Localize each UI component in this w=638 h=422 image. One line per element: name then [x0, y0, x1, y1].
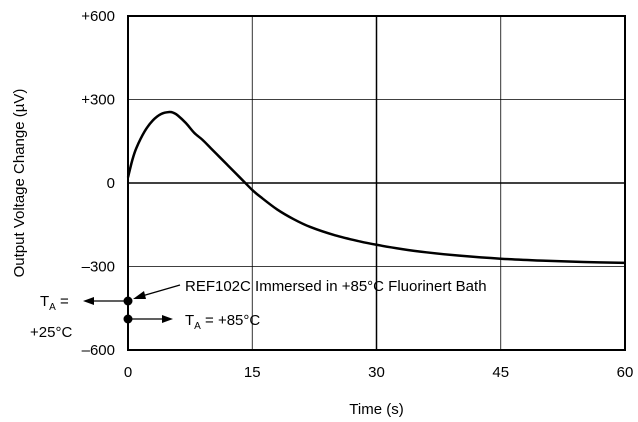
end-temp-subscript: A	[194, 321, 201, 332]
x-tick-label: 45	[492, 364, 509, 381]
y-tick-label: +600	[81, 8, 115, 25]
annotations: REF102C Immersed in +85°C Fluorinert Bat…	[30, 278, 487, 341]
start-temp-arrow-head	[83, 297, 94, 305]
y-tick-label: –600	[82, 342, 115, 359]
start-temp-equals: =	[56, 293, 69, 310]
y-tick-label: +300	[81, 92, 115, 109]
tick-labels: 0 15 30 45 60 +600 +300 0 –300 –600	[81, 8, 633, 381]
x-tick-label: 30	[368, 364, 385, 381]
series-line	[126, 110, 626, 265]
x-tick-label: 60	[617, 364, 634, 381]
event-arrow	[141, 284, 181, 297]
end-temp-label: TA = +85°C	[185, 312, 260, 332]
start-temp-symbol: T	[40, 293, 49, 310]
y-tick-label: 0	[107, 175, 115, 192]
start-temp-value: +25°C	[30, 324, 72, 341]
event-arrow-head	[133, 291, 146, 299]
grid-lines	[128, 16, 625, 350]
start-temp-subscript: A	[49, 302, 56, 313]
end-temp-arrow-head	[162, 315, 173, 323]
start-temp-label: TA =	[40, 293, 69, 313]
event-annotation: REF102C Immersed in +85°C Fluorinert Bat…	[185, 278, 487, 295]
x-tick-label: 0	[124, 364, 132, 381]
plot-frame	[127, 15, 626, 351]
end-temp-symbol: T	[185, 312, 194, 329]
y-axis-label: Output Voltage Change (µV)	[11, 89, 28, 278]
x-axis-label: Time (s)	[349, 401, 403, 418]
end-temp-value: = +85°C	[201, 312, 261, 329]
y-tick-label: –300	[82, 259, 115, 276]
x-tick-label: 15	[244, 364, 261, 381]
